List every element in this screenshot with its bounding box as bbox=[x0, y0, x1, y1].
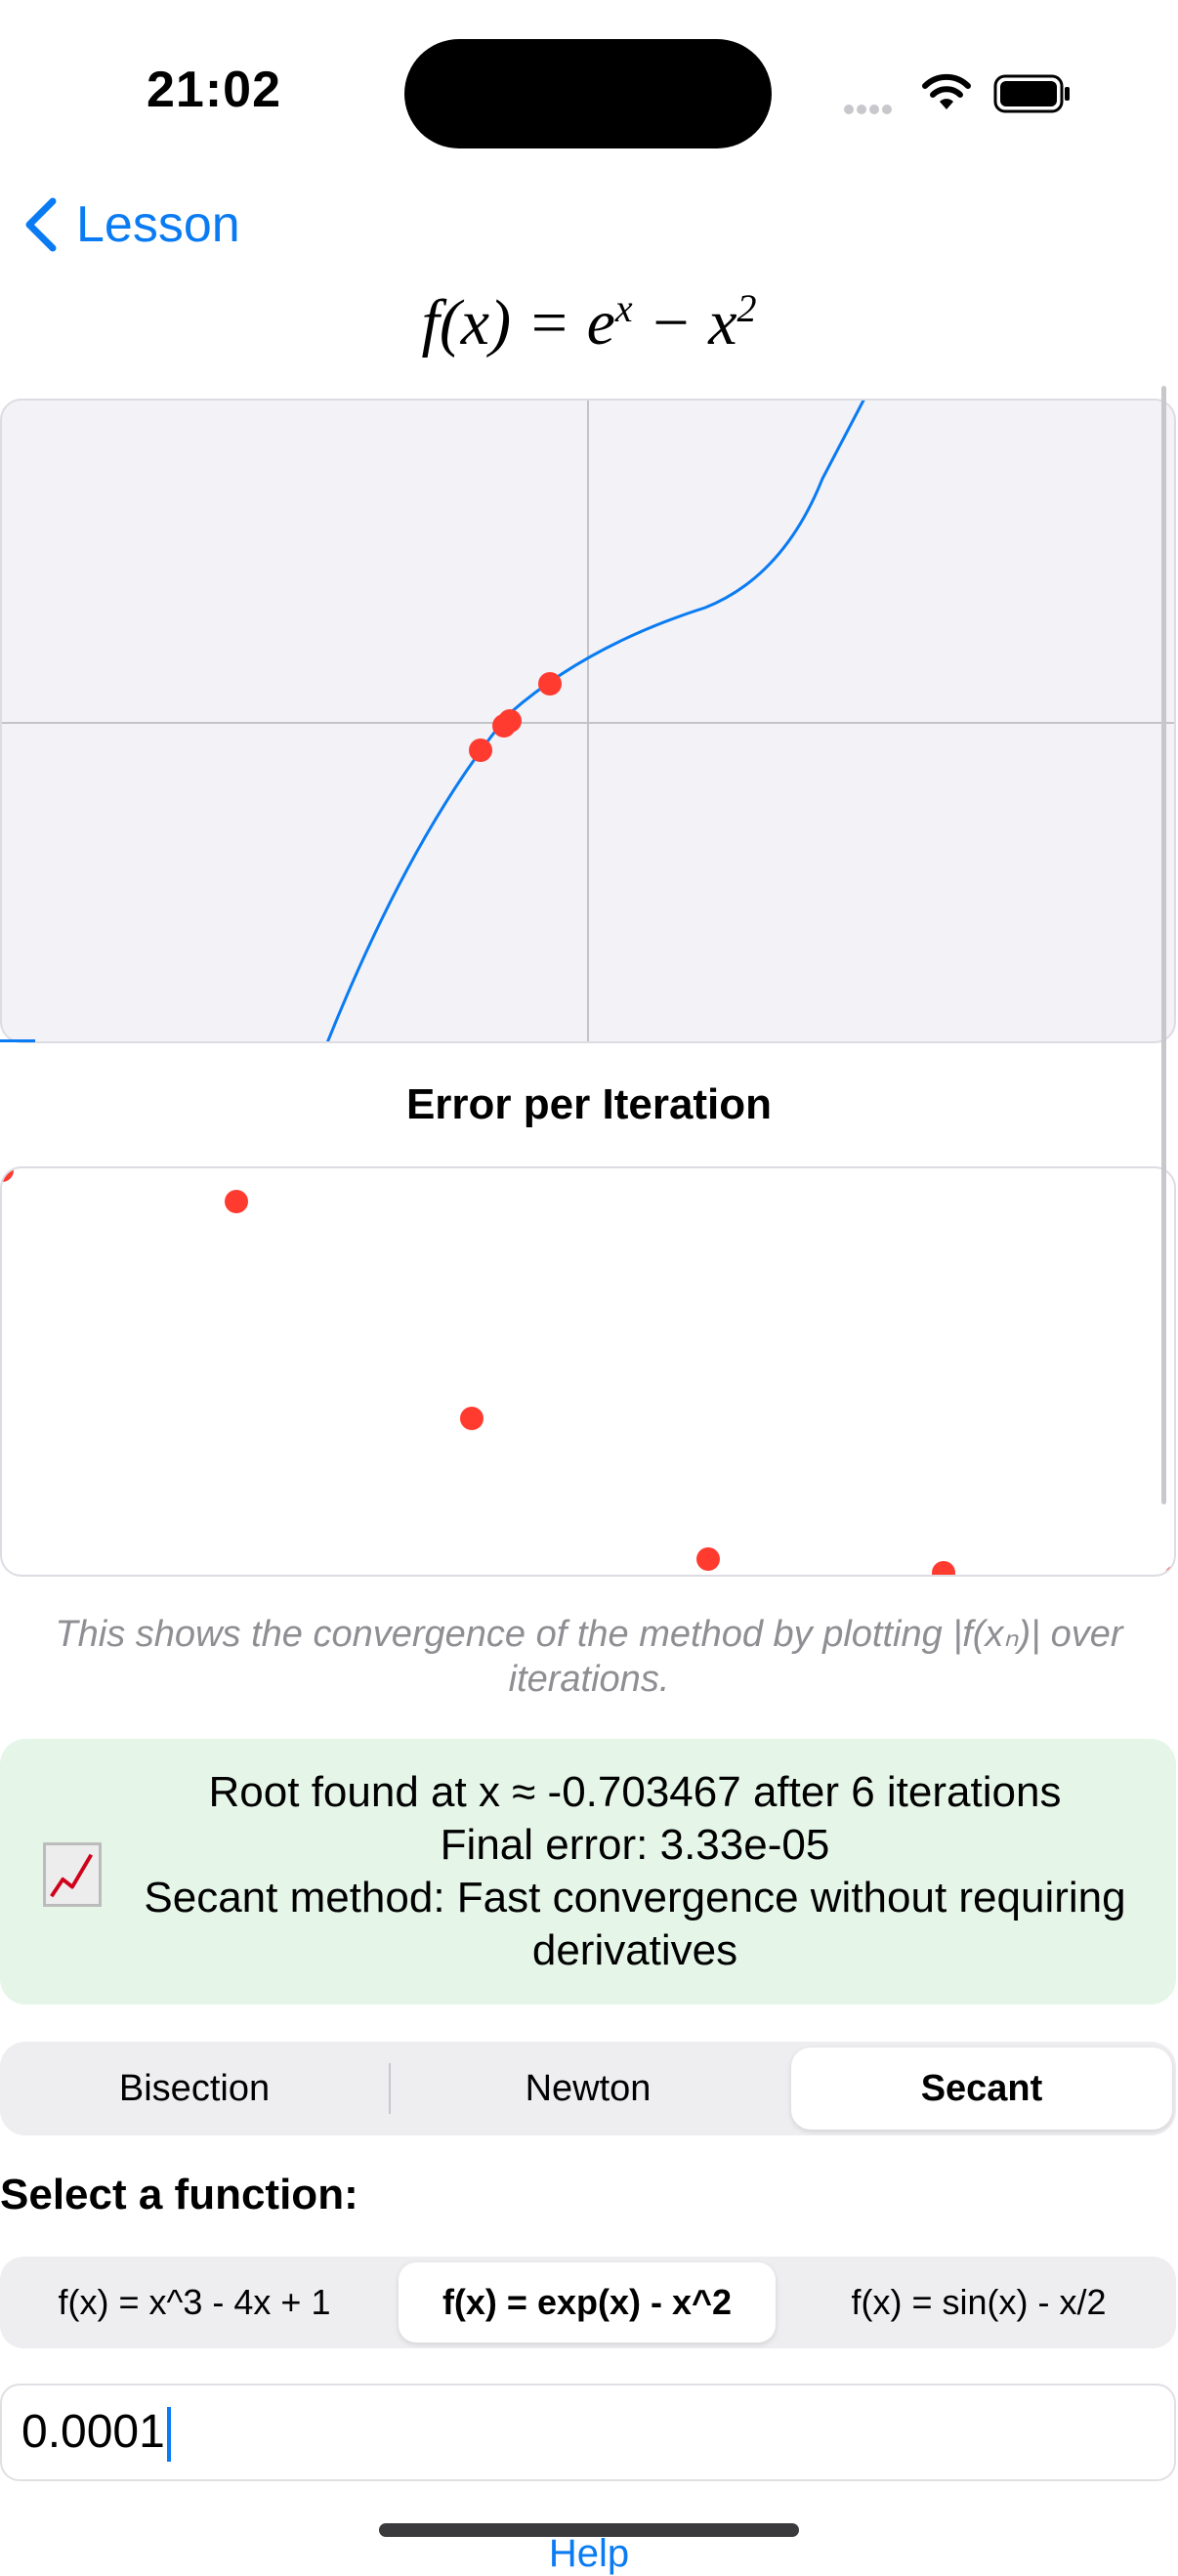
help-link[interactable]: Help bbox=[548, 2532, 630, 2575]
result-box bbox=[0, 1739, 1176, 2005]
status-time: 21:02 bbox=[147, 62, 281, 118]
formula-power: 2 bbox=[736, 286, 757, 330]
back-button[interactable]: Lesson bbox=[23, 195, 240, 254]
function-curve bbox=[326, 401, 865, 1041]
error-point bbox=[2, 1168, 14, 1182]
chevron-left-icon bbox=[25, 197, 57, 252]
iteration-point bbox=[492, 714, 516, 738]
error-plot-canvas bbox=[2, 1168, 1174, 1575]
tolerance-value: 0.0001 bbox=[21, 2406, 165, 2458]
wifi-icon bbox=[922, 73, 971, 109]
cellular-signal-icon bbox=[844, 102, 895, 119]
error-plot-caption: This shows the convergence of the method… bbox=[55, 1614, 1123, 1700]
battery-icon bbox=[993, 74, 1070, 113]
error-point bbox=[932, 1561, 955, 1575]
dynamic-island bbox=[404, 39, 772, 148]
formula-exponent: x bbox=[614, 286, 633, 330]
error-point bbox=[696, 1547, 720, 1571]
formula-term: − x bbox=[632, 287, 737, 359]
function-formula: f(x) = ex − x2 bbox=[0, 285, 1178, 360]
back-label: Lesson bbox=[76, 196, 240, 253]
error-plot-title: Error per Iteration bbox=[405, 1080, 773, 1128]
segment-newton[interactable]: Newton bbox=[525, 2068, 652, 2109]
formula-base: f(x) = e bbox=[421, 287, 615, 359]
function-option-sin[interactable]: f(x) = sin(x) - x/2 bbox=[851, 2282, 1107, 2322]
result-method-note: Secant method: Fast convergence without … bbox=[144, 1874, 1126, 1974]
segment-bisection[interactable]: Bisection bbox=[118, 2068, 271, 2109]
result-text: Root found at x ≈ -0.703467 after 6 iter… bbox=[137, 1766, 1133, 1977]
error-point bbox=[1164, 1565, 1174, 1575]
text-caret bbox=[166, 2407, 171, 2463]
function-plot-canvas bbox=[2, 401, 1174, 1041]
error-point bbox=[225, 1190, 248, 1213]
function-select-label: Select a function: bbox=[0, 2171, 358, 2218]
segment-secant[interactable]: Secant bbox=[920, 2068, 1043, 2109]
error-plot[interactable] bbox=[0, 1166, 1176, 1577]
function-option-exp[interactable]: f(x) = exp(x) - x^2 bbox=[442, 2282, 733, 2322]
function-option-cubic[interactable]: f(x) = x^3 - 4x + 1 bbox=[58, 2282, 331, 2322]
function-plot[interactable] bbox=[0, 399, 1176, 1043]
curve-edge-marker bbox=[0, 1039, 35, 1042]
home-indicator[interactable] bbox=[379, 2523, 799, 2537]
error-point bbox=[460, 1407, 484, 1430]
iteration-point bbox=[469, 739, 492, 762]
segment-divider bbox=[389, 2063, 391, 2114]
scroll-indicator[interactable] bbox=[1161, 386, 1166, 1504]
chart-increasing-icon bbox=[43, 1842, 102, 1907]
segment-selection-indicator bbox=[791, 2048, 1172, 2130]
iteration-point bbox=[538, 672, 562, 696]
result-error: Final error: 3.33e-05 bbox=[440, 1821, 830, 1869]
function-selection-indicator bbox=[399, 2262, 776, 2343]
tolerance-input[interactable]: 0.0001 bbox=[0, 2384, 1176, 2481]
result-root: Root found at x ≈ -0.703467 after 6 iter… bbox=[208, 1768, 1062, 1816]
